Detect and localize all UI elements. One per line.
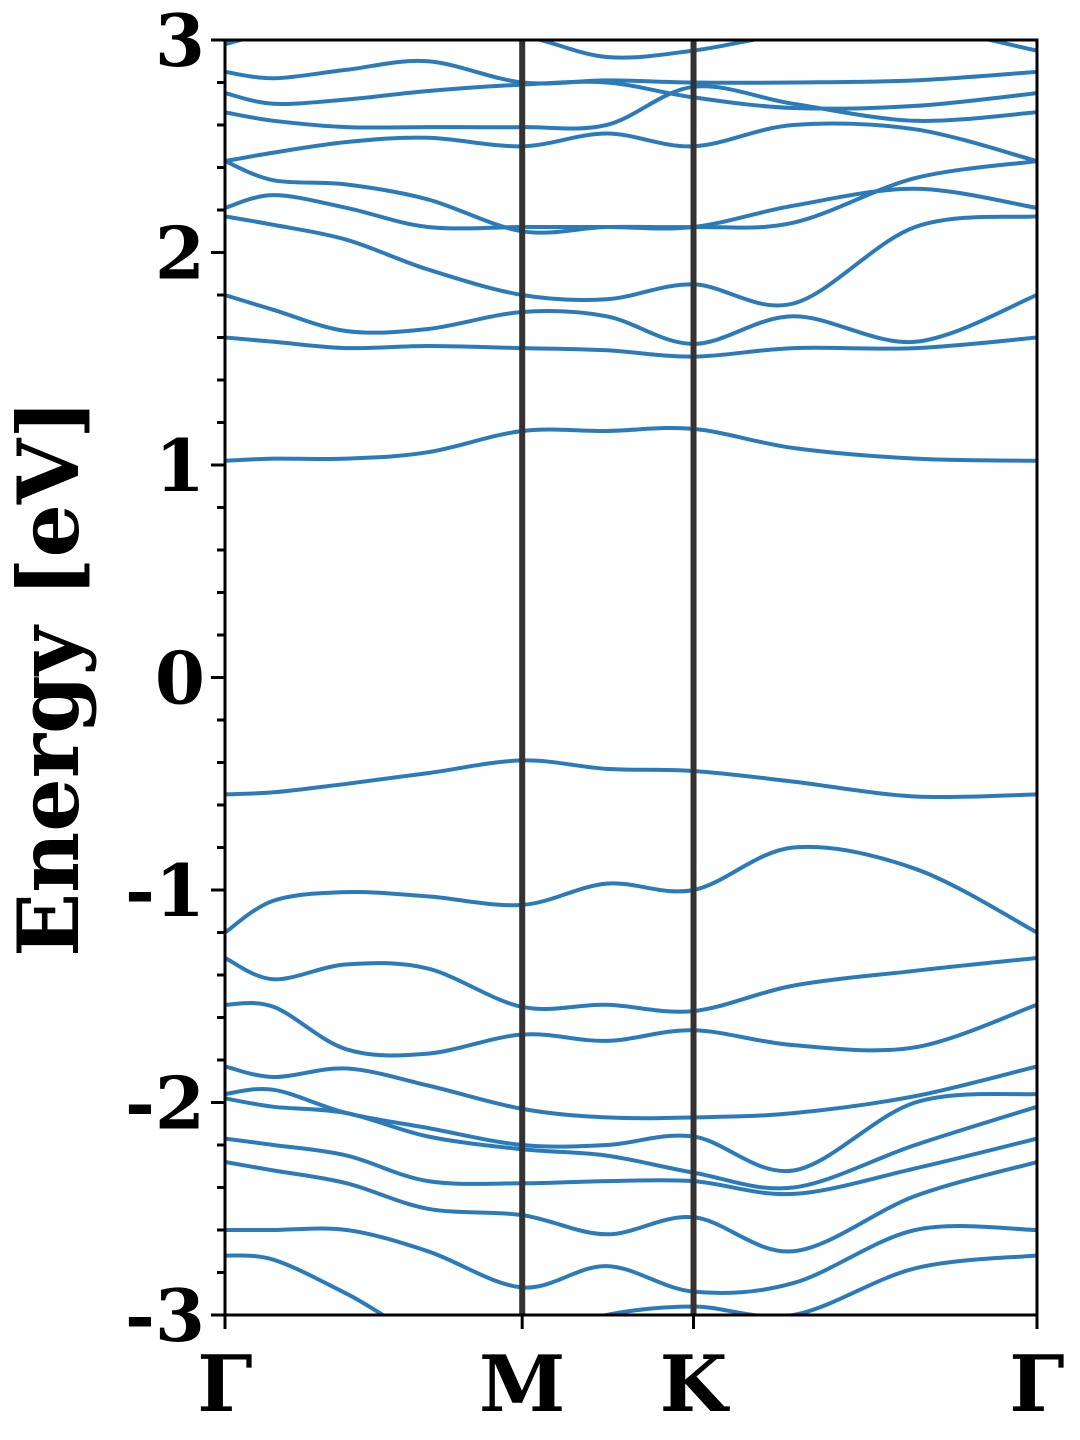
band-line-10 <box>225 335 1037 359</box>
y-tick-label: 2 <box>155 211 205 296</box>
y-tick-label: -2 <box>125 1061 205 1146</box>
x-tick-label: Γ <box>197 1339 252 1430</box>
band-line-12 <box>225 758 1037 800</box>
x-tick-label: M <box>479 1339 565 1430</box>
band-line-5 <box>225 121 1037 164</box>
y-tick-label: -1 <box>125 848 205 933</box>
y-tick-label: 1 <box>155 423 205 508</box>
band-line-18 <box>225 1096 1037 1191</box>
band-line-22 <box>225 1253 1037 1315</box>
band-line-15 <box>225 1001 1037 1058</box>
x-tick-label: K <box>660 1339 731 1430</box>
y-tick-label: -3 <box>125 1273 205 1358</box>
y-tick-label: 3 <box>155 0 205 83</box>
y-tick-label: 0 <box>155 636 205 721</box>
band-line-13 <box>225 844 1037 935</box>
band-line-14 <box>225 956 1037 1014</box>
band-line-7 <box>225 186 1037 231</box>
band-line-19 <box>225 1136 1037 1197</box>
kpoint-lines <box>519 40 697 1315</box>
x-tick-label: Γ <box>1009 1339 1064 1430</box>
band-line-11 <box>225 425 1037 463</box>
band-line-3 <box>225 79 1037 111</box>
band-line-8 <box>225 214 1037 308</box>
band-line-2 <box>225 58 1037 86</box>
band-line-20 <box>225 1160 1037 1254</box>
band-lines <box>225 40 1037 1315</box>
plot-frame <box>223 38 1039 1317</box>
band-line-1 <box>225 40 1037 60</box>
band-line-16 <box>225 1064 1037 1121</box>
band-line-4 <box>225 84 1037 131</box>
band-line-6 <box>225 159 1037 235</box>
y-axis-label: Energy [eV] <box>0 399 98 957</box>
band-line-21 <box>225 1224 1037 1295</box>
band-line-9 <box>225 293 1037 346</box>
y-axis-ticks: -3 -2 -1 0 1 2 3 <box>125 0 225 1358</box>
